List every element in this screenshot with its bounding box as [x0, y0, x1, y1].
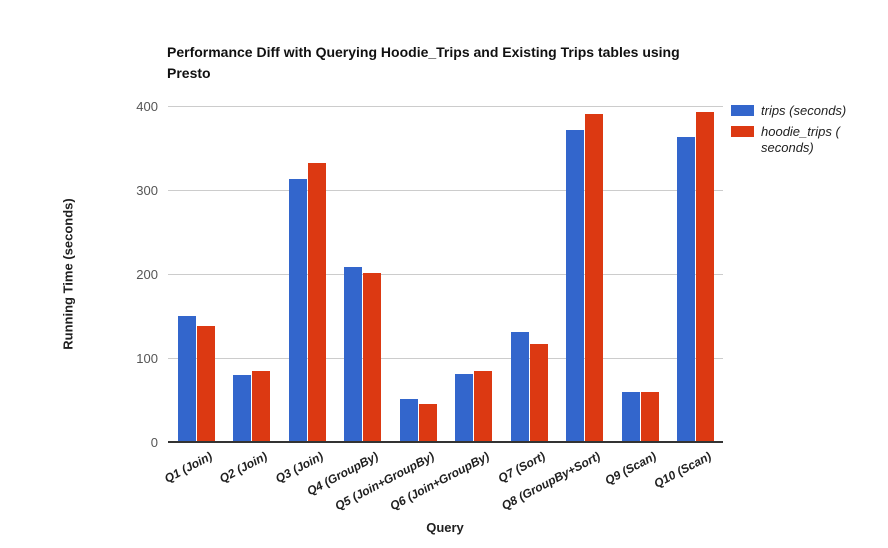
y-tick-label-100: 100 [136, 351, 158, 366]
legend-label-trips: trips (seconds) [761, 103, 847, 118]
gridline-100 [168, 358, 723, 359]
bar-series1-cat9 [696, 111, 715, 442]
bar-series0-cat8 [621, 391, 640, 442]
y-tick-label-300: 300 [136, 183, 158, 198]
chart-title: Performance Diff with Querying Hoodie_Tr… [167, 44, 680, 81]
y-axis-title: Running Time (seconds) [60, 198, 76, 350]
x-axis-baseline [168, 441, 723, 443]
bar-series1-cat3 [363, 273, 382, 442]
bar-series0-cat0 [177, 316, 196, 442]
legend-item-trips: trips (seconds) [731, 103, 881, 119]
bar-series1-cat0 [196, 326, 215, 442]
bar-series1-cat8 [640, 392, 659, 442]
legend: trips (seconds) hoodie_trips ( seconds) [731, 103, 881, 161]
bar-series1-cat4 [418, 404, 437, 442]
bar-series0-cat7 [566, 130, 585, 442]
y-tick-label-400: 400 [136, 99, 158, 114]
bar-series1-cat1 [252, 371, 271, 442]
legend-label-hoodie-trips: hoodie_trips ( seconds) [761, 124, 840, 155]
legend-swatch-trips [731, 105, 754, 116]
plot-area [168, 106, 723, 443]
bar-series1-cat2 [307, 163, 326, 442]
bar-series0-cat4 [399, 399, 418, 442]
bar-series0-cat9 [677, 137, 696, 442]
gridline-300 [168, 190, 723, 191]
y-tick-label-200: 200 [136, 267, 158, 282]
bar-series1-cat7 [585, 114, 604, 442]
gridline-400 [168, 106, 723, 107]
bar-series0-cat6 [510, 332, 529, 442]
bar-series0-cat2 [288, 179, 307, 442]
x-axis-title: Query [426, 520, 464, 535]
legend-swatch-hoodie-trips [731, 126, 754, 137]
gridline-200 [168, 274, 723, 275]
bar-series0-cat3 [344, 267, 363, 442]
legend-item-hoodie-trips: hoodie_trips ( seconds) [731, 124, 881, 156]
bar-series0-cat1 [233, 374, 252, 442]
bar-series1-cat6 [529, 343, 548, 442]
bar-series1-cat5 [474, 370, 493, 442]
y-tick-label-0: 0 [150, 435, 158, 450]
bar-series0-cat5 [455, 374, 474, 442]
